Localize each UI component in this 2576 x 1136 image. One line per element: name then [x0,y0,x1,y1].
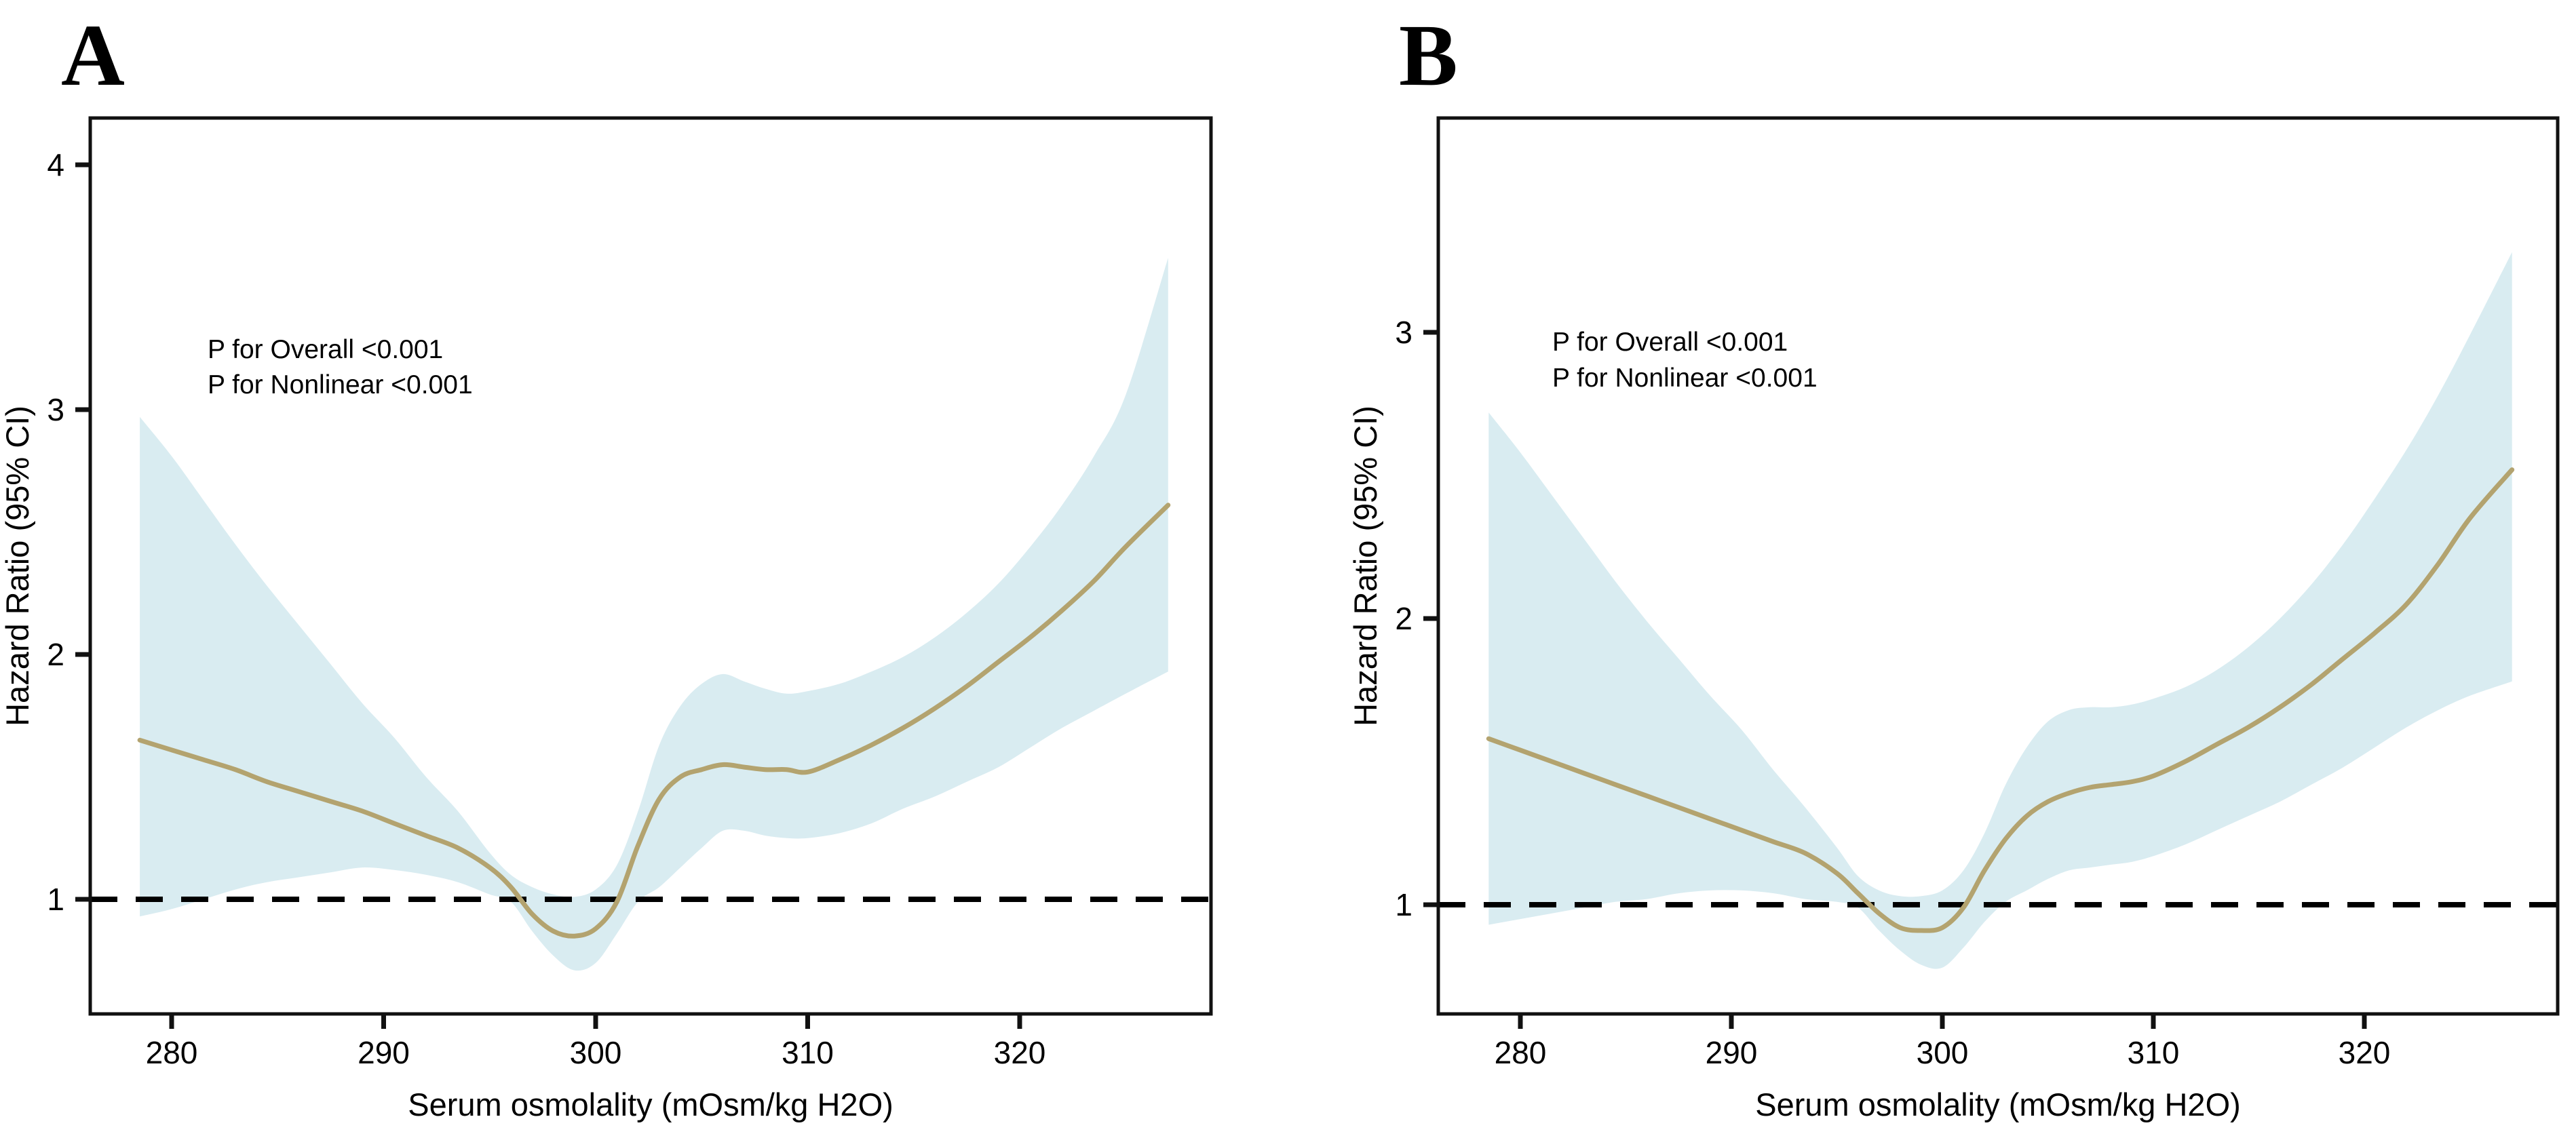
y-tick-label: 4 [47,147,64,182]
hazard-ratio-curve [137,503,1171,939]
p-nonlinear-annotation: P for Nonlinear <0.001 [208,370,473,399]
y-tick-label: 2 [1395,601,1412,636]
x-tick-label: 320 [994,1035,1046,1070]
x-axis-title: Serum osmolality (mOsm/kg H2O) [408,1086,893,1122]
panel-b: 280 290 300 310 320 1 2 3 Serum osmolality (mOsm… [1347,7,2560,1122]
p-nonlinear-annotation: P for Nonlinear <0.001 [1552,364,1818,393]
y-tick-label: 2 [47,637,64,672]
x-tick-label: 280 [146,1035,198,1070]
hazard-ratio-curve [1486,467,2515,933]
x-axis-title: Serum osmolality (mOsm/kg H2O) [1755,1086,2241,1122]
p-overall-annotation: P for Overall <0.001 [208,335,443,364]
y-axis-title: Hazard Ratio (95% CI) [1347,406,1383,726]
y-tick-label: 3 [1395,315,1412,350]
x-tick-label: 310 [782,1035,834,1070]
y-tick-label: 3 [47,392,64,427]
x-tick-label: 300 [1917,1035,1969,1070]
x-tick-label: 310 [2128,1035,2180,1070]
x-tick-label: 320 [2339,1035,2391,1070]
y-tick-label: 1 [1395,887,1412,922]
y-axis-title: Hazard Ratio (95% CI) [0,406,35,726]
x-tick-label: 290 [1706,1035,1758,1070]
plot-border [1436,116,2560,1016]
x-tick-label: 300 [570,1035,622,1070]
plot-border [88,116,1213,1016]
x-tick-label: 290 [358,1035,410,1070]
panel-a: 280 290 300 310 320 1 2 3 4 Serum osmolality (mOs… [0,7,1213,1122]
p-overall-annotation: P for Overall <0.001 [1552,328,1788,357]
y-tick-label: 1 [47,882,64,917]
ci-band [140,258,1168,971]
x-tick-label: 280 [1495,1035,1547,1070]
panel-label: B [1399,7,1458,104]
panel-label: A [61,7,125,104]
ci-band [1488,252,2512,969]
